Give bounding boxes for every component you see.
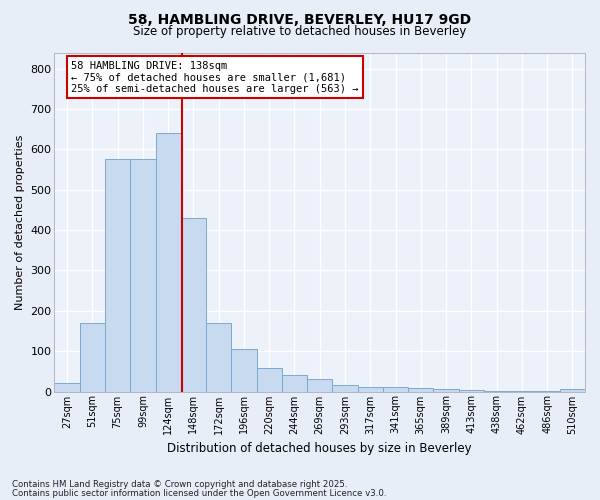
Bar xyxy=(383,388,408,392)
Y-axis label: Number of detached properties: Number of detached properties xyxy=(15,134,25,310)
Bar xyxy=(433,390,458,392)
Bar xyxy=(206,323,232,392)
Bar xyxy=(560,388,585,392)
Text: 58 HAMBLING DRIVE: 138sqm
← 75% of detached houses are smaller (1,681)
25% of se: 58 HAMBLING DRIVE: 138sqm ← 75% of detac… xyxy=(71,60,358,94)
Text: 58, HAMBLING DRIVE, BEVERLEY, HU17 9GD: 58, HAMBLING DRIVE, BEVERLEY, HU17 9GD xyxy=(128,12,472,26)
Bar xyxy=(458,390,484,392)
Bar xyxy=(358,388,383,392)
Bar xyxy=(105,160,130,392)
Bar xyxy=(307,380,332,392)
Bar xyxy=(55,384,80,392)
Bar xyxy=(181,218,206,392)
Bar xyxy=(130,160,155,392)
Bar xyxy=(408,388,433,392)
Bar xyxy=(232,349,257,392)
Bar xyxy=(80,323,105,392)
Text: Size of property relative to detached houses in Beverley: Size of property relative to detached ho… xyxy=(133,25,467,38)
Bar xyxy=(282,374,307,392)
Bar xyxy=(155,133,181,392)
Bar xyxy=(332,386,358,392)
Text: Contains HM Land Registry data © Crown copyright and database right 2025.: Contains HM Land Registry data © Crown c… xyxy=(12,480,347,489)
Text: Contains public sector information licensed under the Open Government Licence v3: Contains public sector information licen… xyxy=(12,488,386,498)
X-axis label: Distribution of detached houses by size in Beverley: Distribution of detached houses by size … xyxy=(167,442,472,455)
Bar xyxy=(257,368,282,392)
Bar xyxy=(484,390,509,392)
